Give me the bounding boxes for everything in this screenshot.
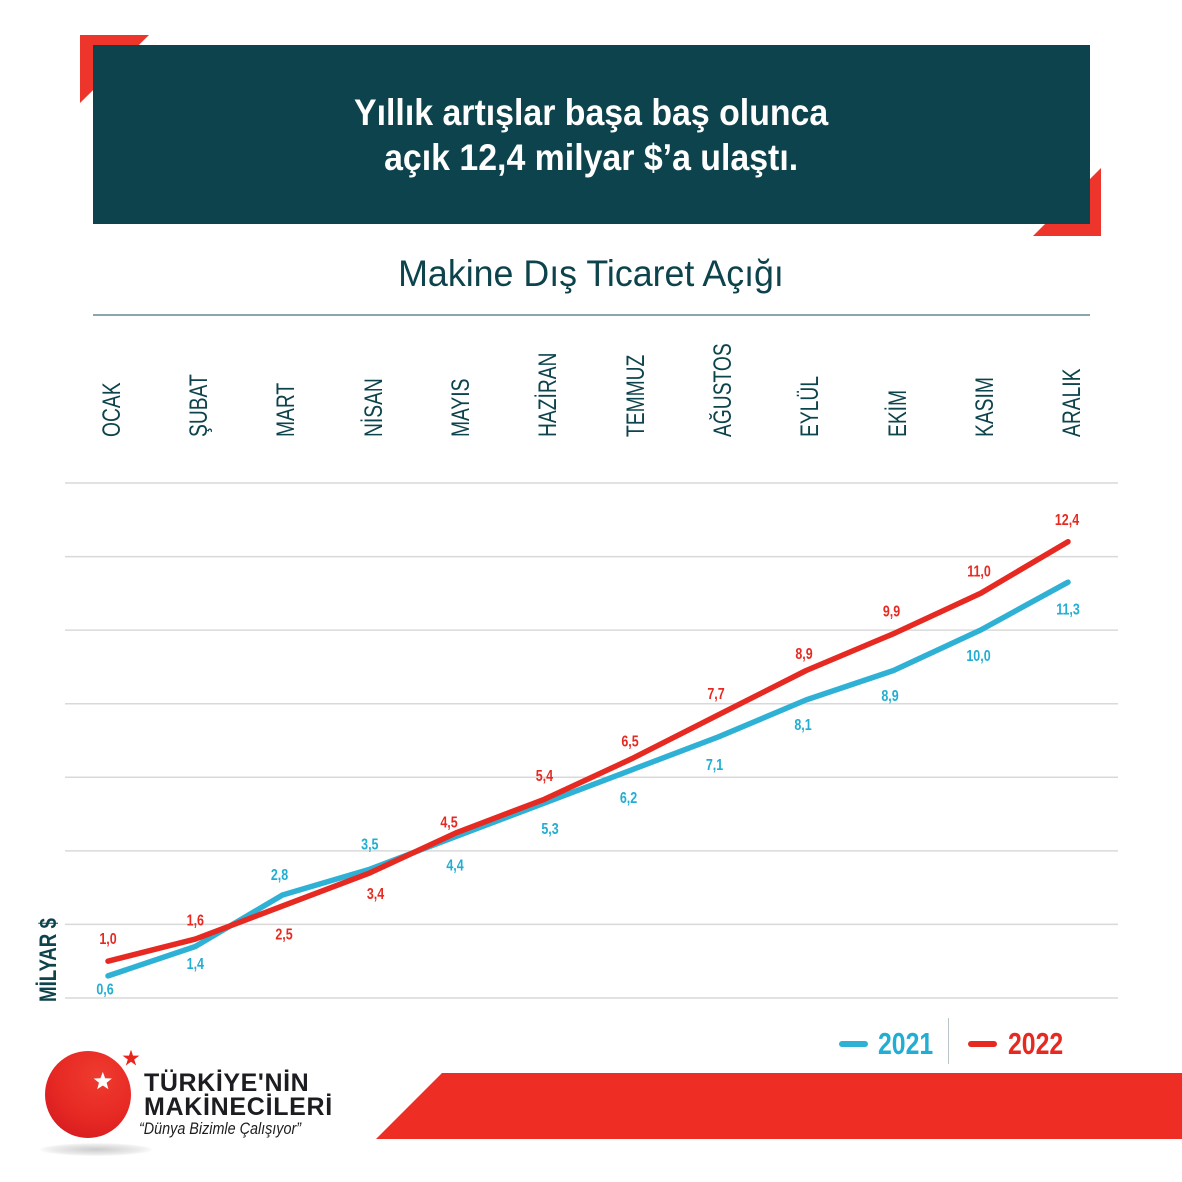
svg-text:8,1: 8,1 xyxy=(794,716,811,734)
svg-text:10,0: 10,0 xyxy=(966,647,990,665)
svg-text:6,5: 6,5 xyxy=(621,733,638,751)
svg-text:11,3: 11,3 xyxy=(1056,601,1080,619)
svg-text:2,5: 2,5 xyxy=(275,926,292,944)
svg-text:1,0: 1,0 xyxy=(99,931,116,949)
svg-text:2,8: 2,8 xyxy=(271,867,288,885)
svg-text:7,7: 7,7 xyxy=(707,685,724,703)
svg-text:MAYIS: MAYIS xyxy=(447,379,475,437)
svg-text:6,2: 6,2 xyxy=(620,789,637,807)
svg-text:KASIM: KASIM xyxy=(971,377,999,437)
svg-text:4,4: 4,4 xyxy=(446,857,463,875)
svg-text:3,5: 3,5 xyxy=(361,836,378,854)
svg-text:11,0: 11,0 xyxy=(967,563,991,581)
svg-text:12,4: 12,4 xyxy=(1055,512,1079,530)
svg-text:AĞUSTOS: AĞUSTOS xyxy=(709,343,737,437)
svg-text:MİLYAR $: MİLYAR $ xyxy=(35,918,62,1002)
svg-text:1,4: 1,4 xyxy=(187,956,204,974)
svg-text:9,9: 9,9 xyxy=(883,603,900,621)
svg-text:EYLÜL: EYLÜL xyxy=(796,376,824,437)
svg-text:3,4: 3,4 xyxy=(367,886,384,904)
svg-text:ARALIK: ARALIK xyxy=(1058,368,1086,437)
svg-text:5,4: 5,4 xyxy=(536,768,553,786)
svg-text:8,9: 8,9 xyxy=(881,687,898,705)
svg-text:5,3: 5,3 xyxy=(541,821,558,839)
svg-text:8,9: 8,9 xyxy=(795,645,812,663)
svg-text:0,6: 0,6 xyxy=(96,981,113,999)
svg-text:ŞUBAT: ŞUBAT xyxy=(185,374,213,437)
svg-text:7,1: 7,1 xyxy=(706,756,723,774)
svg-text:TEMMUZ: TEMMUZ xyxy=(622,355,650,437)
svg-text:EKİM: EKİM xyxy=(884,390,912,437)
svg-text:HAZİRAN: HAZİRAN xyxy=(534,353,562,437)
svg-text:OCAK: OCAK xyxy=(98,382,126,437)
svg-text:1,6: 1,6 xyxy=(187,912,204,930)
svg-text:MART: MART xyxy=(272,383,300,437)
svg-text:NİSAN: NİSAN xyxy=(360,378,388,437)
svg-text:4,5: 4,5 xyxy=(440,814,457,832)
